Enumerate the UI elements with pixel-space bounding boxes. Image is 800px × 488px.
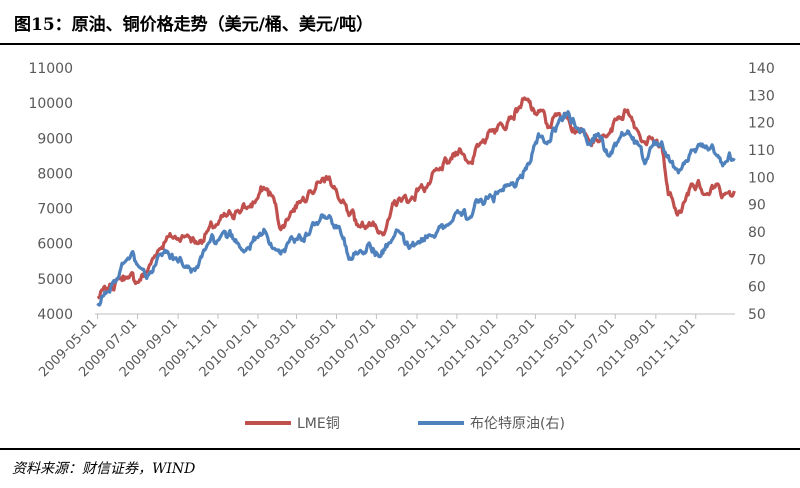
title-bar: 图15：原油、铜价格走势（美元/桶、美元/吨） [0, 0, 800, 44]
series-line-copper [96, 96, 736, 300]
legend-label-copper: LME铜 [297, 416, 340, 432]
y-right-tick-label: 80 [748, 225, 766, 241]
title-divider [0, 43, 800, 45]
y-right-tick-label: 60 [748, 280, 766, 296]
y-right-tick-label: 90 [748, 198, 766, 214]
y-right-tick-label: 50 [748, 307, 766, 323]
y-right-tick-label: 70 [748, 252, 766, 268]
y-left-tick-label: 10000 [28, 96, 73, 112]
dual-axis-line-chart: 4000 5000 6000 7000 8000 9000 10000 11000 50 60 70… [28, 61, 775, 432]
source-divider [0, 448, 800, 450]
y-left-tick-label: 7000 [37, 202, 73, 218]
y-right-tick-label: 130 [748, 88, 775, 104]
y-left-tick-label: 4000 [37, 307, 73, 323]
y-left-tick-label: 9000 [37, 131, 73, 147]
series-line-brent [96, 110, 736, 307]
y-left-tick-label: 6000 [37, 237, 73, 253]
y-left-tick-label: 5000 [37, 272, 73, 288]
y-right-tick-label: 120 [748, 116, 775, 132]
y-right-tick-label: 110 [748, 143, 775, 159]
y-right-tick-label: 100 [748, 170, 775, 186]
y-right-tick-label: 140 [748, 61, 775, 77]
y-left-tick-label: 8000 [37, 166, 73, 182]
figure-title: 图15：原油、铜价格走势（美元/桶、美元/吨） [14, 15, 374, 35]
legend-label-brent: 布伦特原油(右) [470, 416, 565, 432]
y-left-tick-label: 11000 [28, 61, 73, 77]
source-note: 资料来源：财信证券，WIND [12, 461, 196, 477]
